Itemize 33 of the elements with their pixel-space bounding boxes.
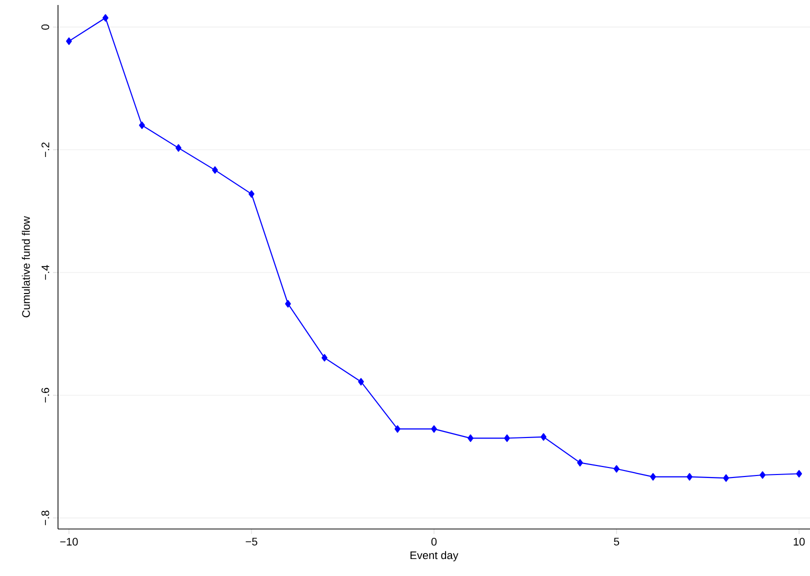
x-axis-title: Event day [410, 551, 458, 562]
point [431, 425, 437, 433]
point [322, 354, 328, 362]
y-tick-label: −.8 [41, 510, 50, 526]
point [650, 473, 656, 481]
point [614, 465, 620, 473]
point [760, 471, 766, 479]
point [358, 378, 364, 386]
point [102, 14, 108, 22]
point [504, 434, 510, 442]
point [540, 433, 546, 441]
x-tick-label: −10 [60, 538, 78, 546]
y-tick-label: −.6 [41, 388, 50, 402]
point [66, 37, 72, 45]
x-tick-label: 5 [614, 538, 620, 546]
point [796, 470, 802, 478]
point [212, 166, 218, 174]
point [248, 190, 254, 198]
y-axis-title: Cumulative fund flow [22, 216, 30, 318]
point [723, 474, 729, 482]
point [176, 144, 182, 152]
point [394, 425, 400, 433]
point [139, 122, 145, 129]
y-tick-label: −.4 [42, 265, 50, 280]
point [686, 473, 692, 481]
x-tick-label: 10 [794, 538, 805, 546]
x-tick-label: −5 [246, 538, 258, 546]
point [577, 458, 583, 466]
x-tick-label: 0 [431, 538, 437, 546]
y-tick-label: −.2 [42, 142, 50, 158]
point [285, 300, 291, 308]
point [468, 434, 474, 442]
y-tick-label: 0 [41, 24, 50, 30]
